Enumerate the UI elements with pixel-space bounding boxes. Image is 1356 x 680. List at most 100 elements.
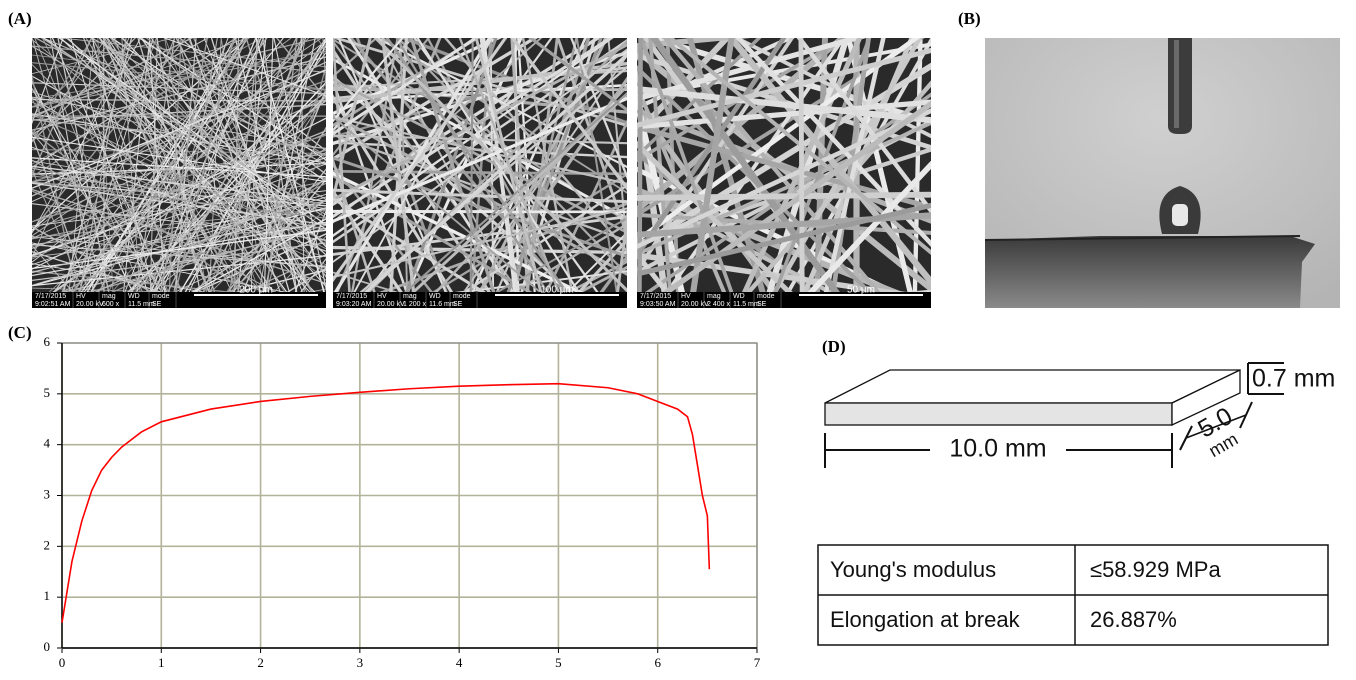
table-cell: Young's modulus	[830, 557, 996, 582]
fiber	[807, 160, 931, 292]
fiber	[395, 38, 549, 292]
fiber	[32, 225, 153, 292]
x-tick-label: 5	[555, 655, 562, 670]
fiber	[32, 171, 326, 258]
fiber	[242, 87, 326, 292]
fiber	[136, 38, 176, 292]
fiber	[32, 38, 187, 232]
fiber	[333, 96, 627, 223]
fiber	[32, 54, 326, 90]
fiber	[32, 80, 134, 292]
fiber	[70, 38, 148, 292]
fiber	[32, 196, 326, 286]
fiber	[32, 200, 326, 273]
fiber	[62, 38, 133, 292]
needle-highlight	[1174, 40, 1179, 128]
fiber	[32, 190, 266, 292]
fiber	[266, 63, 326, 292]
fiber	[577, 265, 627, 292]
length-label: 10.0 mm	[949, 435, 1046, 463]
fiber	[175, 38, 235, 292]
fiber	[637, 119, 931, 275]
fiber	[32, 167, 326, 230]
fiber	[230, 126, 326, 292]
fiber	[140, 38, 313, 292]
fiber	[355, 38, 448, 292]
fiber	[333, 43, 627, 202]
fiber	[32, 38, 107, 142]
fiber	[637, 99, 931, 130]
fiber	[381, 38, 416, 292]
fiber	[229, 38, 260, 292]
fiber	[32, 207, 326, 287]
fiber	[32, 45, 326, 73]
fiber	[469, 38, 474, 292]
fiber	[399, 38, 627, 125]
fiber	[300, 38, 305, 292]
fiber	[32, 103, 326, 121]
droplet-highlight	[1172, 204, 1188, 226]
fiber	[333, 74, 574, 292]
fiber	[113, 38, 210, 292]
fiber	[32, 98, 138, 292]
fiber	[135, 51, 326, 292]
table-cell: ≤58.929 MPa	[1090, 557, 1221, 582]
table-cell: Elongation at break	[830, 607, 1021, 632]
sem-header: HV	[76, 293, 86, 300]
panel-label: (D)	[822, 337, 846, 356]
fiber	[637, 38, 787, 260]
fiber	[662, 38, 881, 292]
fiber	[32, 99, 326, 223]
fiber	[385, 38, 568, 292]
fiber	[662, 100, 931, 292]
y-tick-label: 5	[44, 385, 51, 400]
fiber	[82, 38, 183, 292]
x-tick-label: 1	[158, 655, 165, 670]
fiber	[637, 186, 903, 292]
sem-header: mode	[453, 293, 471, 300]
fiber	[128, 178, 326, 292]
fiber	[637, 38, 796, 110]
sem-value: 11.5 mm	[733, 301, 760, 308]
fiber	[637, 252, 907, 292]
fiber	[175, 38, 197, 292]
thickness-label: 0.7 mm	[1252, 365, 1335, 393]
fiber	[78, 38, 154, 292]
fiber	[102, 38, 210, 292]
fiber	[191, 199, 326, 292]
fiber	[649, 38, 840, 292]
fiber	[300, 257, 326, 292]
fiber	[378, 38, 514, 292]
sem-header: HV	[681, 293, 691, 300]
fiber	[32, 182, 326, 226]
fiber	[637, 38, 847, 214]
fiber	[138, 38, 326, 161]
fiber	[87, 224, 326, 292]
fiber	[333, 156, 627, 258]
fiber	[527, 38, 627, 112]
sem-time: 9:03:50 AM	[640, 301, 676, 308]
y-tick-label: 1	[44, 588, 51, 603]
fiber	[32, 38, 209, 135]
panel-label: (A)	[8, 9, 32, 28]
fiber	[32, 149, 326, 229]
fiber	[667, 38, 931, 256]
fiber	[61, 148, 326, 292]
dimension-line	[1185, 414, 1247, 439]
fiber	[32, 223, 326, 258]
y-tick-label: 3	[44, 486, 51, 501]
fiber	[333, 207, 627, 279]
x-tick-label: 3	[357, 655, 364, 670]
fiber	[220, 38, 265, 292]
fiber	[416, 38, 580, 292]
fiber	[32, 61, 326, 197]
fiber	[772, 38, 923, 292]
fiber	[85, 38, 241, 292]
fiber	[443, 38, 627, 254]
fiber	[32, 221, 326, 277]
fiber	[187, 38, 308, 292]
fiber	[637, 38, 848, 163]
fiber	[168, 38, 182, 292]
fiber	[32, 118, 326, 260]
data-line	[61, 382, 711, 623]
